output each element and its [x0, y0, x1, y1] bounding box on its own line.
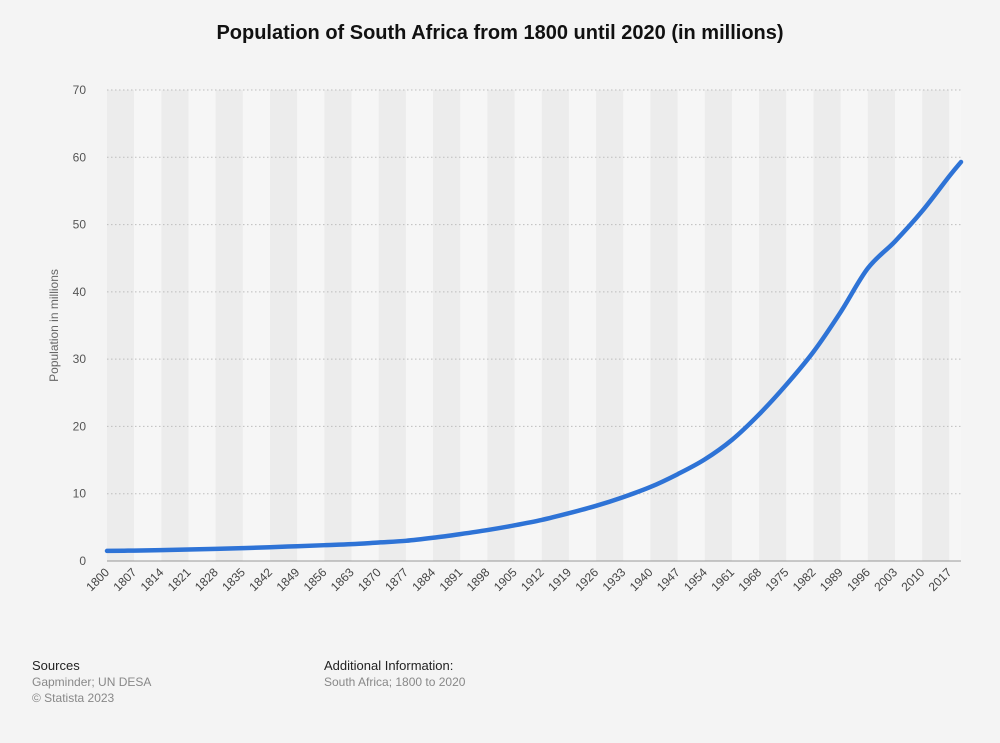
x-tick-label: 1989: [817, 565, 846, 594]
y-tick-label: 20: [73, 419, 87, 433]
plot-band: [514, 90, 542, 561]
plot-band: [731, 90, 760, 561]
x-tick-label: 1982: [790, 565, 819, 594]
plot-band: [460, 90, 488, 561]
copyright-text: © Statista 2023: [32, 691, 115, 705]
x-tick-label: 1905: [491, 565, 520, 594]
x-tick-label: 1814: [138, 565, 167, 594]
chart-title: Population of South Africa from 1800 unt…: [216, 22, 784, 44]
plot-band: [270, 90, 298, 561]
x-tick-label: 2010: [899, 565, 928, 594]
x-tick-label: 1835: [219, 565, 248, 594]
plot-band: [378, 90, 406, 561]
sources-text: Gapminder; UN DESA: [32, 675, 152, 689]
y-tick-label: 30: [73, 352, 87, 366]
x-tick-label: 1856: [301, 565, 330, 594]
additional-info-heading: Additional Information:: [324, 658, 454, 673]
x-tick-label: 1821: [165, 565, 194, 594]
x-tick-label: 1975: [763, 565, 792, 594]
y-tick-label: 10: [73, 487, 87, 501]
plot-band: [704, 90, 732, 561]
plot-band: [596, 90, 624, 561]
plot-band: [134, 90, 162, 561]
plot-band: [949, 90, 961, 561]
plot-band: [324, 90, 352, 561]
x-tick-label: 1884: [409, 565, 438, 594]
plot-band: [541, 90, 569, 561]
x-tick-label: 2017: [926, 565, 955, 594]
x-tick-label: 1968: [735, 565, 764, 594]
sources-block: Sources Gapminder; UN DESA © Statista 20…: [32, 658, 151, 706]
series-line-population: [104, 159, 964, 554]
plot-band: [650, 90, 678, 561]
x-tick-label: 1807: [111, 565, 140, 594]
x-tick-label: 1863: [328, 565, 357, 594]
plot-band: [297, 90, 325, 561]
plot-band: [867, 90, 896, 561]
plot-band: [568, 90, 597, 561]
sources-heading: Sources: [32, 658, 80, 673]
x-tick-label: 1919: [545, 565, 574, 594]
x-tick-label: 1800: [83, 565, 112, 594]
plot-band: [487, 90, 515, 561]
plot-band: [215, 90, 243, 561]
plot-band: [922, 90, 950, 561]
y-tick-label: 40: [73, 285, 87, 299]
x-tick-label: 1898: [464, 565, 493, 594]
y-tick-label: 50: [73, 218, 87, 232]
x-tick-label: 1940: [627, 565, 656, 594]
y-axis-title: Population in millions: [47, 269, 61, 382]
plot-band: [161, 90, 189, 561]
plot-band: [895, 90, 923, 561]
y-tick-label: 70: [73, 83, 87, 97]
x-tick-label: 1828: [192, 565, 221, 594]
plot-band: [188, 90, 216, 561]
x-tick-label: 1926: [572, 565, 601, 594]
plot-band: [786, 90, 814, 561]
plot-band: [351, 90, 379, 561]
x-tick-label: 1891: [437, 565, 466, 594]
x-tick-label: 1877: [382, 565, 411, 594]
x-tick-label: 1933: [600, 565, 629, 594]
x-tick-label: 1842: [246, 565, 275, 594]
plot-band: [677, 90, 705, 561]
x-tick-label: 1912: [518, 565, 547, 594]
y-tick-label: 60: [73, 150, 87, 164]
plot-band: [242, 90, 271, 561]
x-tick-label: 1947: [654, 565, 683, 594]
plot-band: [433, 90, 461, 561]
plot-band: [405, 90, 434, 561]
y-tick-label: 0: [79, 554, 86, 568]
plot-band: [840, 90, 868, 561]
x-tick-label: 1961: [708, 565, 737, 594]
additional-info-block: Additional Information: South Africa; 18…: [324, 658, 465, 690]
plot-band: [623, 90, 651, 561]
plot-band: [107, 90, 135, 561]
x-tick-label: 1870: [355, 565, 384, 594]
x-tick-label: 1954: [681, 565, 710, 594]
x-tick-label: 2003: [871, 565, 900, 594]
x-tick-label: 1849: [274, 565, 303, 594]
plot-band: [759, 90, 787, 561]
additional-info-text: South Africa; 1800 to 2020: [324, 675, 466, 689]
plot-band: [813, 90, 841, 561]
x-tick-label: 1996: [844, 565, 873, 594]
